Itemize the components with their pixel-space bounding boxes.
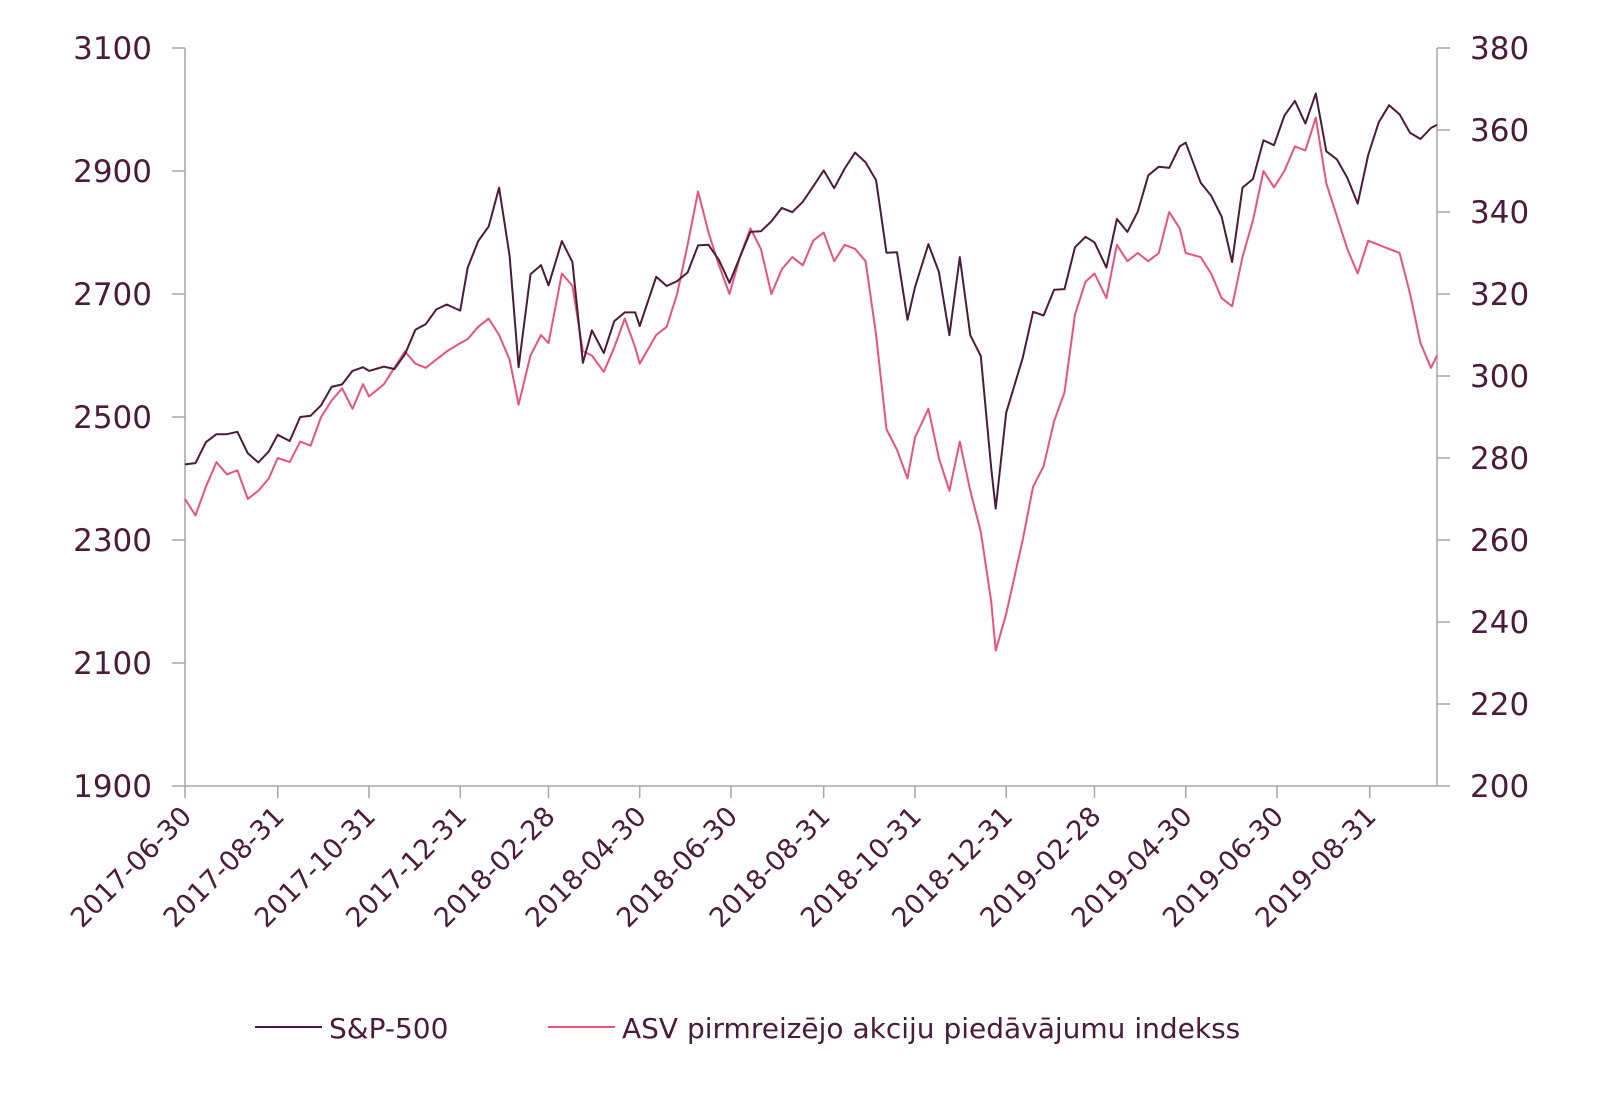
x-axis-ticks: 2017-06-302017-08-312017-10-312017-12-31… (65, 786, 1383, 934)
right-tick-label: 340 (1470, 195, 1529, 231)
legend-label-ipo-index: ASV pirmreizējo akciju piedāvājumu indek… (622, 1012, 1240, 1045)
left-tick-label: 1900 (73, 769, 152, 805)
axes (184, 48, 1438, 787)
series-line-ipo-index (184, 116, 1438, 652)
left-tick-label: 2900 (73, 154, 152, 190)
legend: S&P-500 ASV pirmreizējo akciju piedāvāju… (255, 1012, 1240, 1045)
left-tick-label: 2100 (73, 646, 152, 682)
right-tick-label: 260 (1470, 523, 1529, 559)
right-axis-ticks: 200 220 240 260 280 300 320 340 360 380 (1437, 31, 1529, 805)
right-tick-label: 360 (1470, 113, 1529, 149)
right-tick-label: 280 (1470, 441, 1529, 477)
right-tick-label: 240 (1470, 605, 1529, 641)
right-tick-label: 300 (1470, 359, 1529, 395)
left-tick-label: 2500 (73, 400, 152, 436)
series-layer (184, 92, 1438, 652)
left-tick-label: 2700 (73, 277, 152, 313)
series-line-sp500 (184, 92, 1438, 510)
right-tick-label: 200 (1470, 769, 1529, 805)
left-axis-ticks: 1900 2100 2300 2500 2700 2900 3100 (73, 31, 185, 805)
right-tick-label: 320 (1470, 277, 1529, 313)
right-tick-label: 220 (1470, 687, 1529, 723)
left-tick-label: 3100 (73, 31, 152, 67)
right-tick-label: 380 (1470, 31, 1529, 67)
left-tick-label: 2300 (73, 523, 152, 559)
legend-label-sp500: S&P-500 (329, 1012, 448, 1045)
